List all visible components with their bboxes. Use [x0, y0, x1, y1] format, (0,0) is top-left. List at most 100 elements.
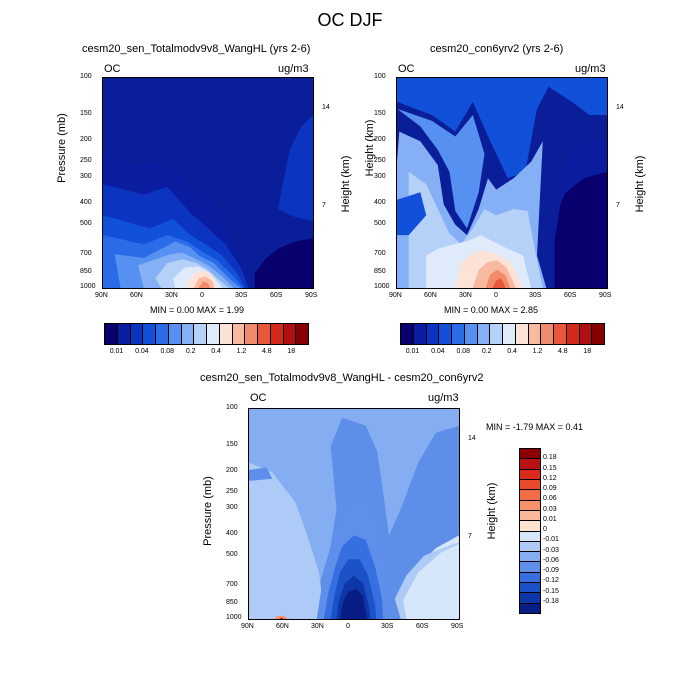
- colorbar-label: 0.2: [481, 348, 492, 355]
- x-tick-label: 30S: [381, 623, 394, 630]
- x-tick-label: 60N: [130, 292, 143, 299]
- y-tick-label: 850: [80, 268, 92, 276]
- y-tick-label: 400: [226, 530, 238, 538]
- y-tick-label: 100: [374, 73, 386, 80]
- colorbar-swatch: [105, 324, 118, 344]
- y-tick-label: 500: [374, 219, 386, 227]
- y2-axis-label: Height (km): [486, 482, 498, 540]
- colorbar-swatch: [520, 510, 540, 522]
- contour-region: [400, 535, 459, 619]
- y-tick-label: 700: [374, 250, 386, 258]
- y-tick-label: 700: [80, 250, 92, 258]
- y2-tick-label: 14: [616, 103, 624, 111]
- y-tick-label: 400: [374, 199, 386, 207]
- min-max-stats: MIN = -1.79 MAX = 0.41: [486, 422, 584, 432]
- colorbar-swatch: [296, 324, 308, 344]
- colorbar-swatch: [520, 552, 540, 563]
- y-tick-label: 400: [80, 199, 92, 207]
- x-tick-label: 90N: [241, 623, 254, 630]
- contour-fill: [249, 409, 459, 619]
- colorbar-swatch: [520, 521, 540, 532]
- variable-label: OC: [250, 392, 267, 404]
- page-title: OC DJF: [317, 10, 383, 30]
- colorbar-label: 0.08: [456, 348, 471, 355]
- contour-region: [279, 617, 284, 619]
- colorbar-swatch: [541, 324, 554, 344]
- colorbar-swatch: [520, 479, 540, 491]
- colorbar-swatch: [413, 324, 427, 344]
- colorbar-label: 0.01: [543, 515, 557, 523]
- contour-region: [340, 589, 367, 619]
- y2-tick-label: 7: [322, 201, 326, 209]
- colorbar-swatch: [592, 324, 604, 344]
- colorbar-swatch: [439, 324, 452, 344]
- contour-region: [274, 615, 288, 619]
- contour-fill: [397, 78, 607, 288]
- colorbar-label: -0.15: [543, 587, 559, 595]
- contour-plot: [102, 77, 314, 289]
- colorbar-swatch: [464, 324, 478, 344]
- colorbar-swatch: [156, 324, 169, 344]
- y-tick-label: 850: [226, 599, 238, 607]
- x-tick-label: 30N: [311, 623, 324, 630]
- x-tick-label: 60S: [564, 292, 577, 299]
- contour-region: [249, 467, 273, 481]
- x-tick-label: 0: [200, 292, 204, 299]
- colorbar-swatch: [490, 324, 503, 344]
- contour-plot: [248, 408, 460, 620]
- y-tick-label: 700: [226, 581, 238, 589]
- colorbar-label: 0.4: [507, 348, 517, 355]
- colorbar-label: -0.12: [543, 577, 559, 585]
- x-tick-label: 60S: [416, 623, 429, 630]
- y-tick-label: 1000: [226, 614, 242, 621]
- y-tick-label: 500: [80, 219, 92, 227]
- y2-tick-label: 14: [468, 434, 476, 442]
- colorbar-label: 0.08: [160, 348, 175, 355]
- colorbar-swatch: [520, 541, 540, 553]
- colorbar-swatch: [143, 324, 156, 344]
- colorbar-swatch: [520, 572, 540, 584]
- colorbar-label: 0: [543, 526, 547, 533]
- y-tick-label: 150: [80, 109, 92, 117]
- colorbar-label: 0.15: [543, 464, 557, 472]
- colorbar-swatch: [283, 324, 297, 344]
- contour-region: [278, 115, 313, 222]
- x-tick-label: 90N: [95, 292, 108, 299]
- y-tick-label: 250: [80, 156, 92, 164]
- colorbar-swatch: [181, 324, 195, 344]
- y-tick-label: 250: [374, 156, 386, 164]
- y-tick-label: 500: [226, 550, 238, 558]
- colorbar: [400, 323, 605, 345]
- x-tick-label: 60N: [424, 292, 437, 299]
- colorbar-swatch: [520, 459, 540, 470]
- y-tick-label: 100: [80, 73, 92, 80]
- panel-title: cesm20_sen_Totalmodv9v8_WangHL (yrs 2-6): [82, 43, 311, 55]
- colorbar-label: 0.18: [543, 454, 557, 462]
- colorbar-label: 0.06: [543, 495, 557, 503]
- y2-tick-label: 7: [616, 201, 620, 209]
- x-tick-label: 30N: [165, 292, 178, 299]
- colorbar-swatch: [452, 324, 465, 344]
- y-tick-label: 150: [374, 109, 386, 117]
- y2-axis-label: Height (km): [340, 155, 352, 213]
- y-tick-label: 200: [374, 136, 386, 144]
- colorbar: [104, 323, 309, 345]
- x-tick-label: 30S: [235, 292, 248, 299]
- colorbar-swatch: [258, 324, 271, 344]
- min-max-stats: MIN = 0.00 MAX = 1.99: [150, 305, 245, 315]
- colorbar-swatch: [520, 583, 540, 594]
- x-tick-label: 0: [346, 623, 350, 630]
- y-tick-label: 850: [374, 268, 386, 276]
- y-tick-label: 250: [226, 487, 238, 495]
- variable-label: OC: [398, 63, 415, 75]
- colorbar-swatch: [554, 324, 567, 344]
- x-tick-label: 90S: [451, 623, 464, 630]
- colorbar-label: 0.01: [405, 348, 420, 355]
- colorbar-swatch: [520, 593, 540, 604]
- colorbar-label: 0.2: [185, 348, 196, 355]
- colorbar-label: 0.04: [431, 348, 445, 355]
- y-tick-label: 1000: [80, 283, 96, 290]
- units-label: ug/m3: [278, 63, 309, 75]
- x-tick-label: 60N: [276, 623, 289, 630]
- contour-region: [254, 238, 313, 288]
